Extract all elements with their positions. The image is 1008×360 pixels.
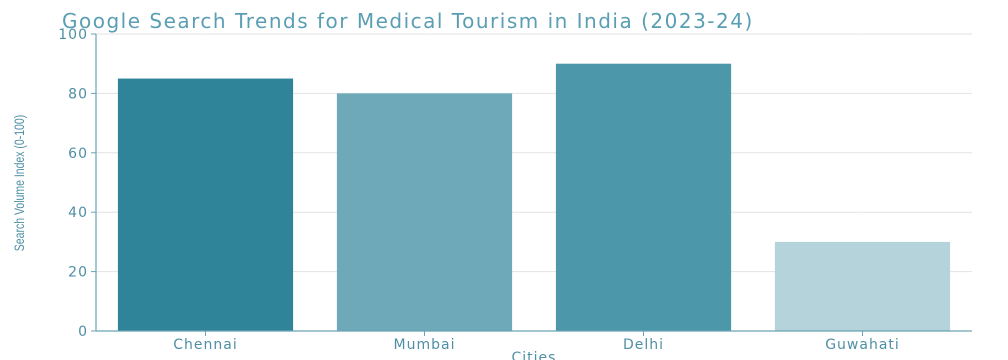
y-tick-label-40: 40: [68, 205, 88, 221]
bars: [117, 63, 951, 332]
x-tick-label-chennai: Chennai: [173, 337, 237, 353]
y-tick-label-0: 0: [78, 324, 88, 340]
x-tick-label-guwahati: Guwahati: [825, 337, 900, 353]
x-axis-title: Cities: [512, 350, 557, 360]
bar-mumbai: [336, 93, 513, 332]
y-tick-label-20: 20: [68, 265, 88, 281]
chart-title: Google Search Trends for Medical Tourism…: [62, 9, 754, 33]
y-tick-label-80: 80: [68, 86, 88, 102]
x-tick-label-delhi: Delhi: [623, 337, 664, 353]
y-tick-label-100: 100: [58, 27, 88, 43]
y-tick-label-60: 60: [68, 146, 88, 162]
y-axis-title: Search Volume Index (0-100): [12, 115, 28, 251]
x-tick-label-mumbai: Mumbai: [394, 337, 456, 353]
bar-guwahati: [774, 241, 951, 331]
bar-chennai: [117, 78, 294, 331]
axes: [91, 33, 972, 336]
tick-labels: 0 20 40 60 80 100 Chennai Mumbai Delhi Guwahati: [58, 27, 900, 353]
bar-delhi: [555, 63, 732, 331]
